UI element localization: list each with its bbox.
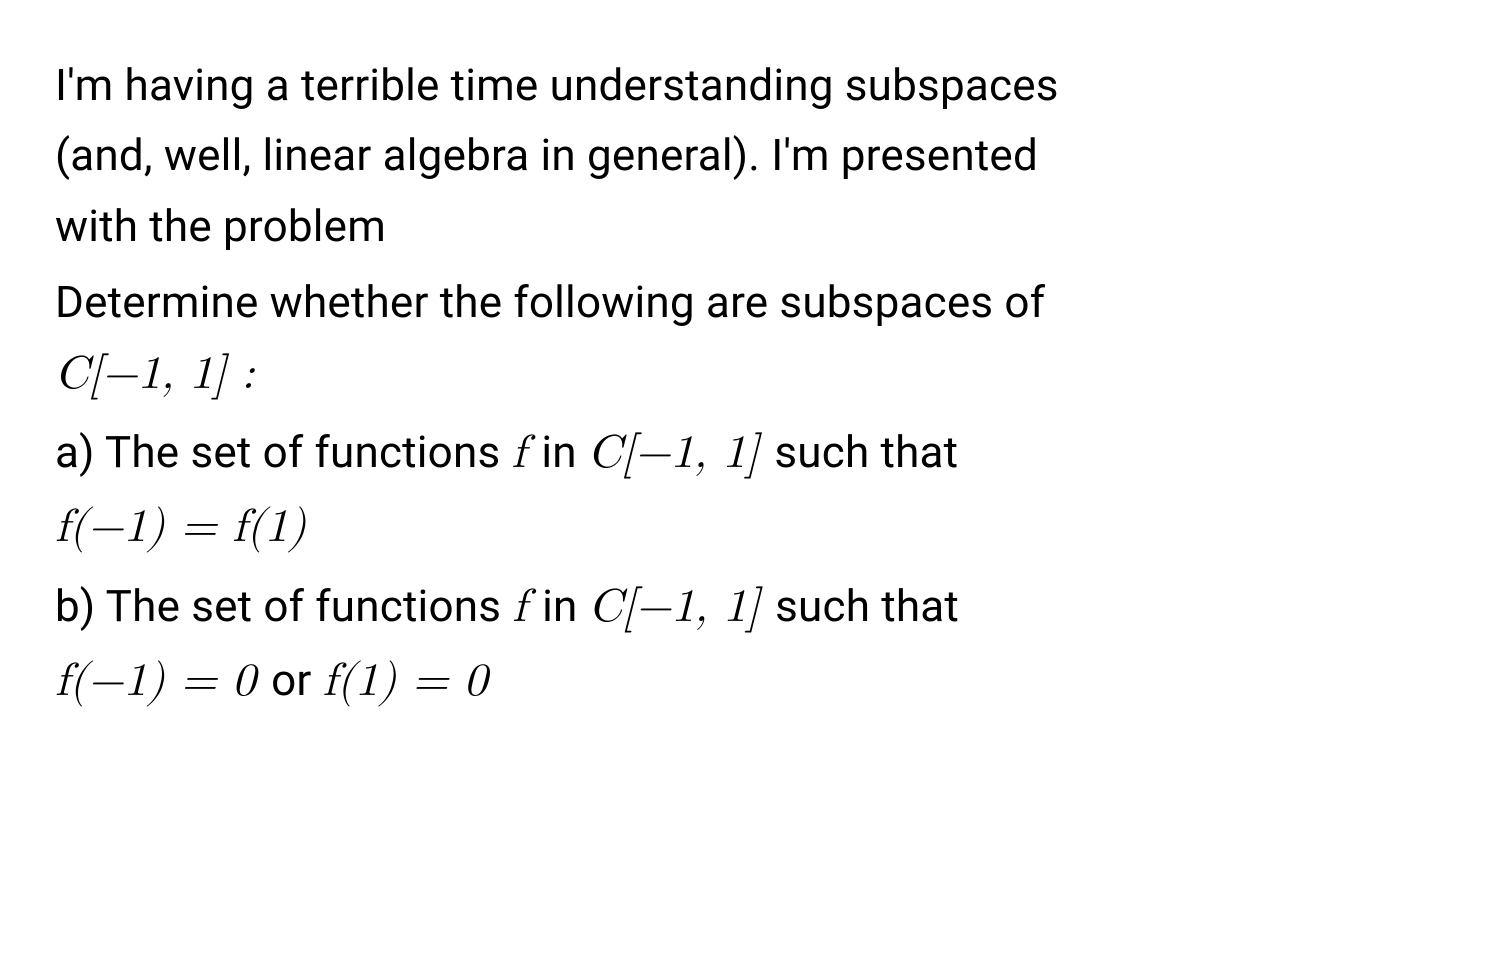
part-b-line-1: b) The set of functions f in C[−1, 1] su… [55, 571, 1440, 645]
part-b-line-2: f(−1) = 0 or f(1) = 0 [55, 645, 1440, 719]
text-suchthat-b: such that [775, 580, 959, 632]
math-eq-b-right: f(1) = 0 [323, 658, 487, 704]
part-b: b) The set of functions f in C[−1, 1] su… [55, 571, 1440, 719]
math-f-a: f [512, 430, 542, 476]
text-in-b: in [542, 580, 589, 632]
text-suchthat-a: such that [774, 426, 958, 478]
text-in-a: in [541, 426, 588, 478]
prompt-paragraph: Determine whether the following are subs… [55, 267, 1440, 411]
math-eq-a: f(−1) = f(1) [55, 504, 306, 550]
part-a: a) The set of functions f in C[−1, 1] su… [55, 417, 1440, 565]
problem-text: I'm having a terrible time understanding… [0, 0, 1500, 775]
part-a-line-2: f(−1) = f(1) [55, 491, 1440, 565]
math-space-C: C[−1, 1] : [55, 351, 255, 397]
math-space-b: C[−1, 1] [589, 584, 775, 630]
prompt-line-2: C[−1, 1] : [55, 338, 1440, 412]
math-f-b: f [512, 584, 542, 630]
text-or: or [271, 654, 311, 706]
intro-paragraph: I'm having a terrible time understanding… [55, 50, 1440, 261]
part-a-line-1: a) The set of functions f in C[−1, 1] su… [55, 417, 1440, 491]
math-eq-b-left: f(−1) = 0 [55, 658, 271, 704]
intro-line-1: I'm having a terrible time understanding… [55, 50, 1440, 120]
prompt-line-1: Determine whether the following are subs… [55, 267, 1440, 337]
part-b-prefix: b) The set of functions [55, 580, 512, 632]
intro-line-3: with the problem [55, 191, 1440, 261]
math-space-a: C[−1, 1] [588, 430, 774, 476]
part-a-prefix: a) The set of functions [55, 426, 512, 478]
intro-line-2: (and, well, linear algebra in general). … [55, 120, 1440, 190]
